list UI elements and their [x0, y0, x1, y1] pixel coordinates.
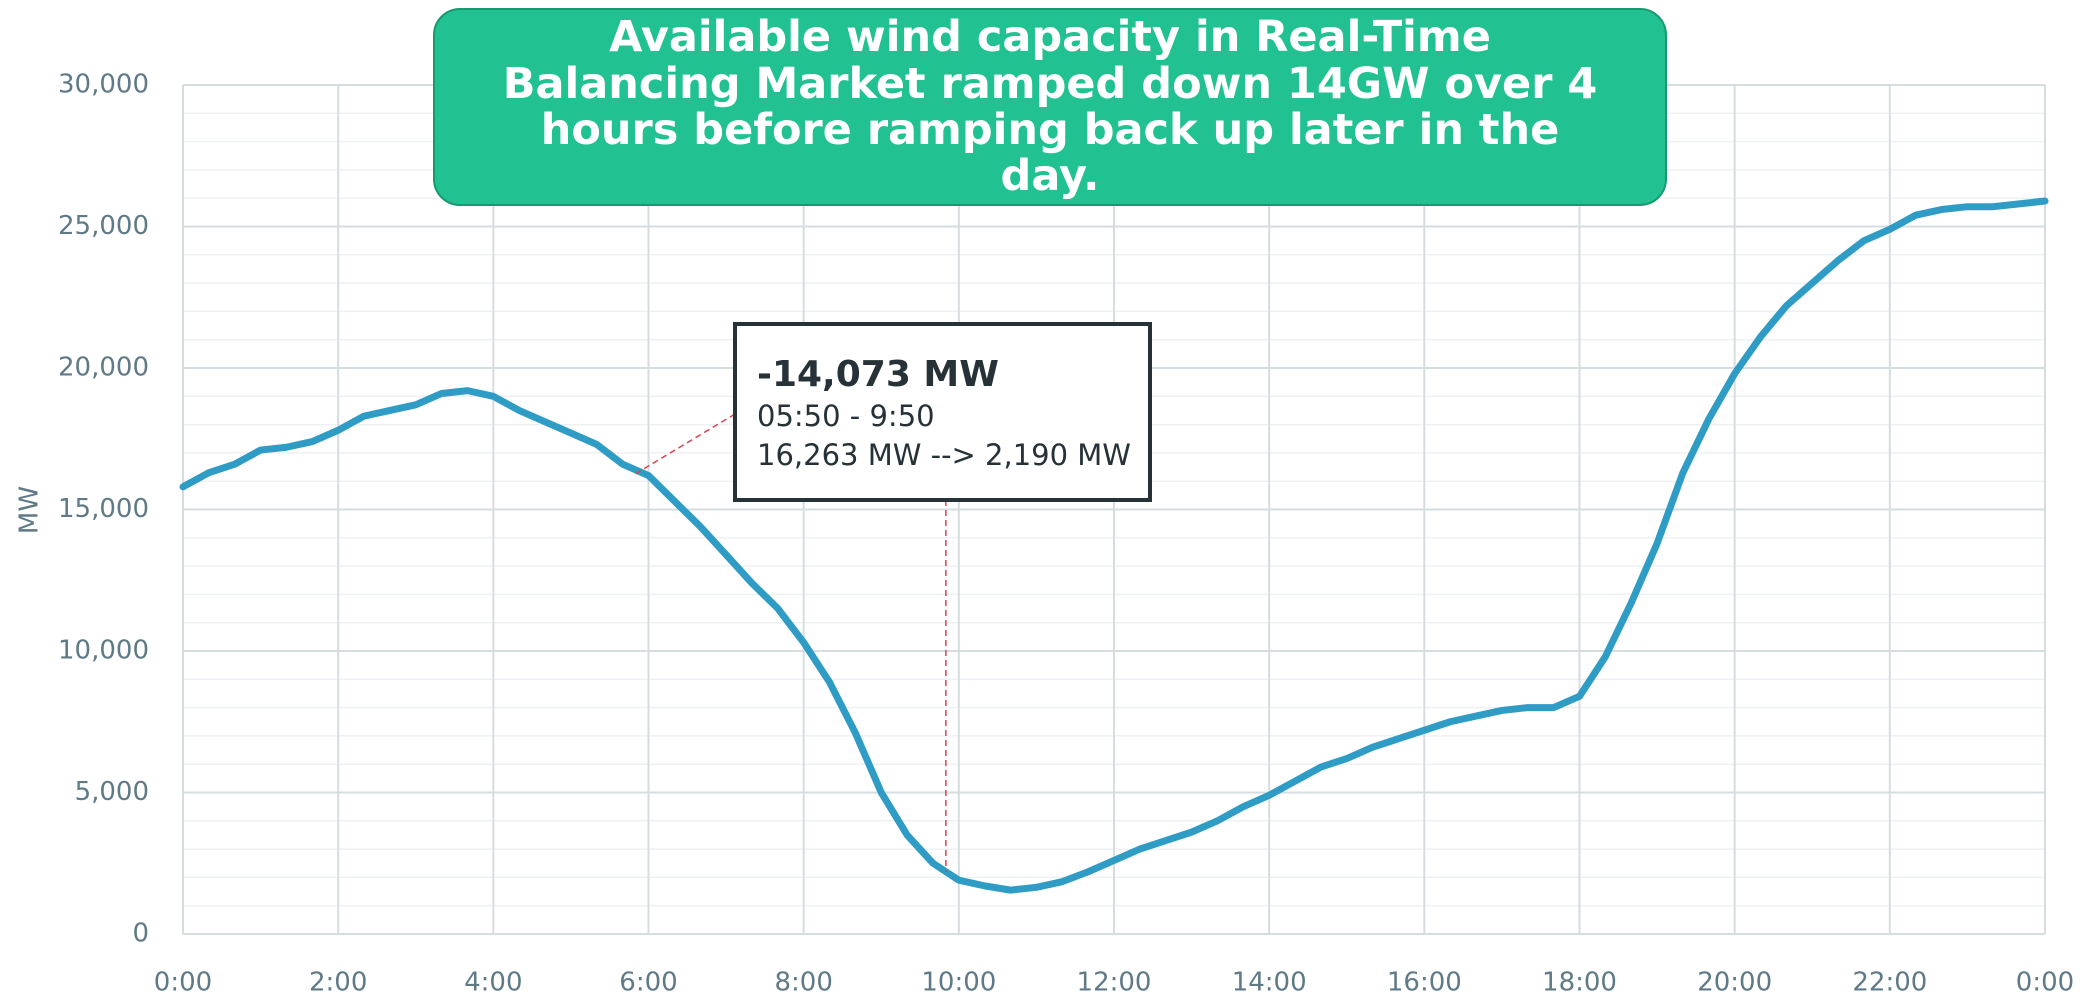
x-tick-label: 6:00: [619, 968, 677, 996]
x-tick-label: 2:00: [309, 968, 367, 996]
y-tick-label: 25,000: [58, 211, 149, 241]
title-container: Available wind capacity in Real-Time Bal…: [502, 12, 1598, 202]
x-tick-label: 18:00: [1542, 968, 1617, 996]
line-series: [179, 197, 2049, 894]
y-tick-label: 20,000: [58, 353, 149, 383]
y-tick-label: 10,000: [58, 636, 149, 666]
y-tick-label: 0: [132, 919, 149, 949]
chart-title: Available wind capacity in Real-Time Bal…: [502, 12, 1598, 202]
x-tick-label: 14:00: [1232, 968, 1307, 996]
annotation-detail: 16,263 MW --> 2,190 MW: [757, 438, 1131, 472]
annotation-box: [733, 322, 1152, 502]
y-tick-label: 15,000: [58, 494, 149, 524]
x-tick-label: 16:00: [1387, 968, 1462, 996]
x-tick-label: 4:00: [464, 968, 522, 996]
y-axis-label: MW: [15, 486, 45, 534]
y-tick-label: 30,000: [58, 70, 149, 100]
x-tick-label: 0:00: [154, 968, 212, 996]
x-tick-label: 22:00: [1852, 968, 1927, 996]
annotation-value: -14,073 MW: [757, 354, 999, 395]
title-box: [433, 8, 1667, 206]
x-tick-label: 8:00: [774, 968, 832, 996]
x-tick-label: 10:00: [921, 968, 996, 996]
x-tick-label: 0:00: [2016, 968, 2074, 996]
annotation-leader: [635, 413, 736, 475]
y-tick-label: 5,000: [75, 777, 149, 807]
x-tick-label: 20:00: [1697, 968, 1772, 996]
x-tick-label: 12:00: [1077, 968, 1152, 996]
annotation-range: 05:50 - 9:50: [757, 399, 935, 433]
